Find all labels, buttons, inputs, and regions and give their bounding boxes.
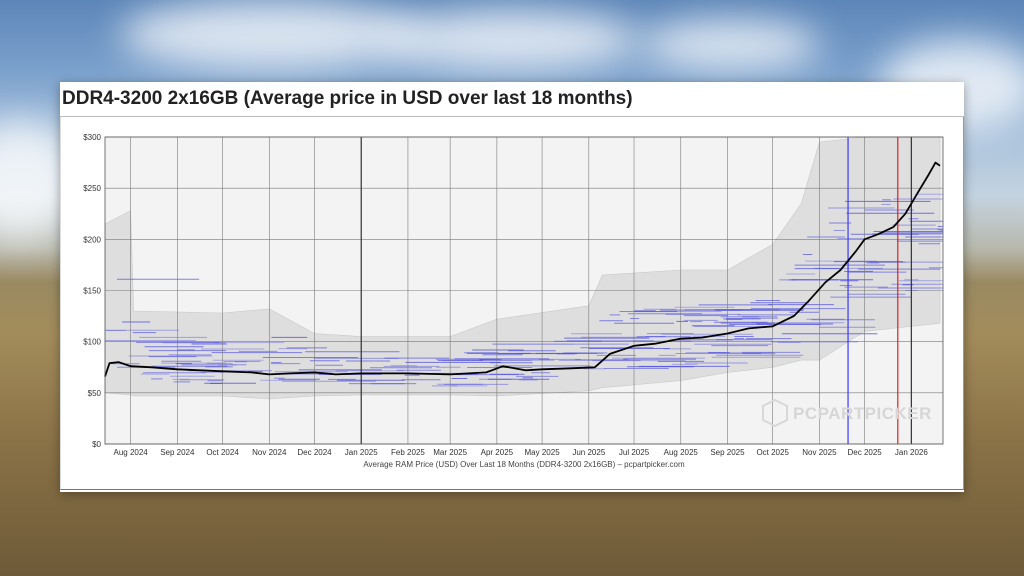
x-tick-label: Feb 2025 — [391, 448, 425, 457]
x-tick-label: Sep 2024 — [160, 448, 195, 457]
y-tick-label: $200 — [83, 235, 101, 244]
price-chart: $0 $50 $100 $150 $200 $250 $300 Aug 2024 Sep 202… — [83, 133, 944, 469]
x-tick-label: Jun 2025 — [572, 448, 605, 457]
pcpartpicker-logo-icon — [762, 398, 788, 428]
x-tick-label: Sep 2025 — [710, 448, 745, 457]
x-axis-label: Average RAM Price (USD) Over Last 18 Mon… — [363, 460, 685, 469]
y-tick-label: $250 — [83, 184, 101, 193]
x-tick-label: Dec 2025 — [848, 448, 883, 457]
y-tick-label: $150 — [83, 287, 101, 296]
x-tick-label: Jan 2026 — [895, 448, 928, 457]
watermark-text: PCPARTPICKER — [793, 404, 932, 423]
x-tick-label: Nov 2025 — [802, 448, 837, 457]
title-divider — [60, 116, 964, 117]
x-tick-label: Nov 2024 — [252, 448, 287, 457]
y-tick-label: $50 — [88, 389, 102, 398]
chart-title: DDR4-3200 2x16GB (Average price in USD o… — [62, 88, 633, 109]
y-tick-label: $100 — [83, 338, 101, 347]
cloud — [380, 10, 640, 70]
x-tick-label: Oct 2025 — [756, 448, 789, 457]
x-tick-label: May 2025 — [525, 448, 561, 457]
x-tick-label: Jan 2025 — [345, 448, 378, 457]
x-tick-label: Oct 2024 — [206, 448, 239, 457]
y-tick-label: $300 — [83, 133, 101, 142]
x-tick-label: Mar 2025 — [433, 448, 467, 457]
chart-card: DDR4-3200 2x16GB (Average price in USD o… — [60, 82, 964, 492]
y-tick-label: $0 — [92, 440, 101, 449]
cloud — [640, 20, 820, 70]
x-tick-label: Jul 2025 — [619, 448, 650, 457]
x-tick-label: Aug 2025 — [664, 448, 699, 457]
x-tick-label: Apr 2025 — [481, 448, 514, 457]
cloud — [120, 0, 420, 70]
x-tick-label: Aug 2024 — [113, 448, 148, 457]
average-price-line — [104, 161, 941, 377]
chart-frame — [60, 117, 964, 490]
x-tick-label: Dec 2024 — [297, 448, 332, 457]
plot-border — [104, 136, 944, 445]
